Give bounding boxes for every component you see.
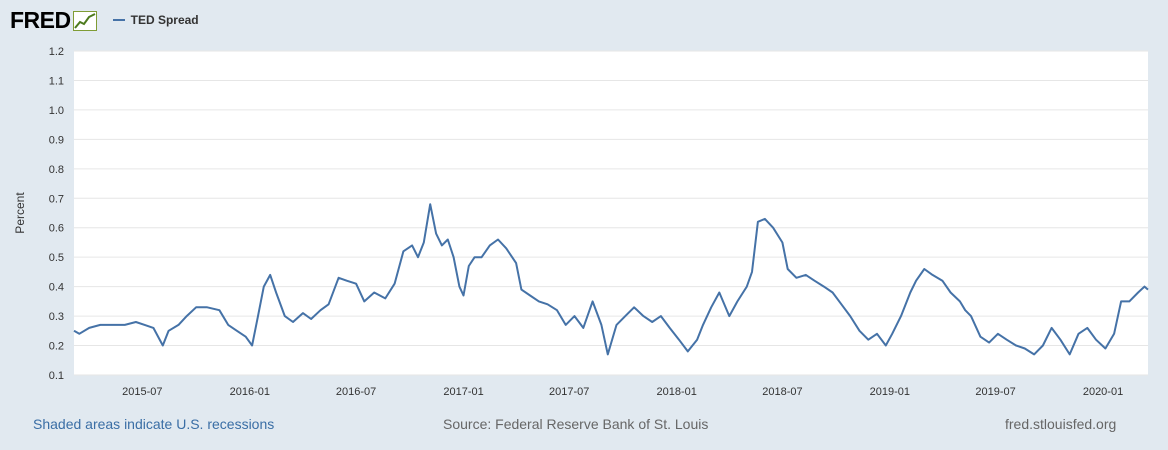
site-link[interactable]: fred.stlouisfed.org — [1005, 416, 1117, 432]
y-tick-label: 0.6 — [49, 223, 64, 235]
plot-area — [74, 51, 1148, 375]
recession-note-link[interactable]: Shaded areas indicate U.S. recessions — [33, 416, 275, 432]
y-tick-label: 0.7 — [49, 193, 64, 205]
legend-label: TED Spread — [130, 13, 199, 27]
x-tick-label: 2020-01 — [1083, 386, 1123, 398]
y-axis-labels: 0.1 0.2 0.3 0.4 0.5 0.6 0.7 0.8 0.9 1.0 1.1 1.2 — [49, 46, 64, 382]
x-tick-label: 2019-07 — [975, 386, 1015, 398]
x-tick-label: 2016-07 — [336, 386, 376, 398]
x-tick-label: 2018-07 — [762, 386, 802, 398]
y-tick-label: 0.1 — [49, 370, 64, 382]
y-tick-label: 0.3 — [49, 311, 64, 323]
line-graph-icon — [72, 11, 97, 31]
y-tick-label: 1.0 — [49, 105, 64, 117]
y-axis-title: Percent — [13, 192, 27, 234]
x-tick-label: 2019-01 — [870, 386, 910, 398]
legend-swatch — [112, 19, 125, 21]
y-tick-label: 0.9 — [49, 134, 64, 146]
series-line-ted-spread — [73, 203, 1149, 356]
y-tick-label: 0.5 — [49, 252, 64, 264]
x-axis-labels: 2015-07 2016-01 2016-07 2017-01 2017-07 2018-… — [122, 386, 1123, 398]
x-tick-label: 2016-01 — [230, 386, 270, 398]
x-tick-label: 2015-07 — [122, 386, 162, 398]
y-tick-label: 0.4 — [49, 282, 64, 294]
x-tick-label: 2018-01 — [657, 386, 697, 398]
x-tick-label: 2017-01 — [443, 386, 483, 398]
y-tick-label: 1.2 — [49, 46, 64, 58]
y-tick-label: 1.1 — [49, 75, 64, 87]
source-note: Source: Federal Reserve Bank of St. Loui… — [443, 416, 709, 432]
legend: TED Spread — [112, 13, 199, 27]
y-tick-label: 0.2 — [49, 341, 64, 353]
header: FRED TED Spread — [10, 6, 199, 34]
x-tick-label: 2017-07 — [549, 386, 589, 398]
y-tick-label: 0.8 — [49, 164, 64, 176]
fred-logo: FRED — [10, 6, 71, 33]
